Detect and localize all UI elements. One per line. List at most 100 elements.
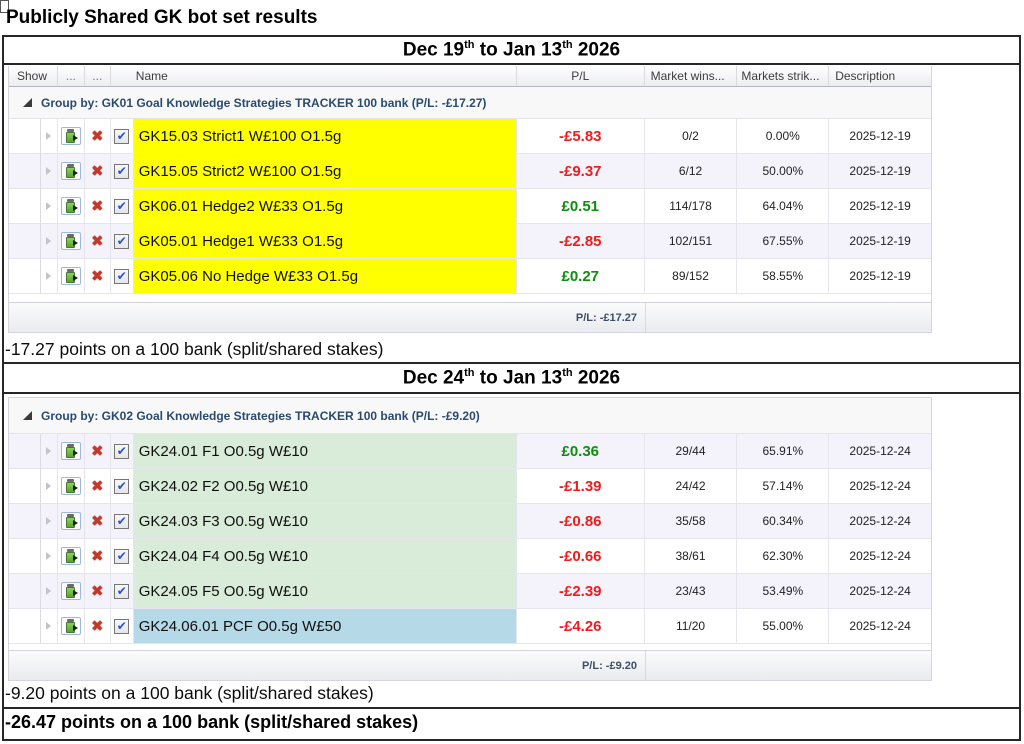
column-header-markets-strike[interactable]: Markets strik... [737,66,830,86]
pl-cell: -£4.26 [516,609,645,644]
row-checkbox[interactable]: ✔ [114,163,130,179]
column-header-market-wins[interactable]: Market wins... [645,66,738,86]
delete-x-icon[interactable]: ✖ [91,582,104,600]
bot-cap [66,129,74,132]
collapse-triangle-icon[interactable] [23,98,32,107]
bot-export-icon[interactable] [60,547,81,565]
group-row[interactable]: Group by: GK02 Goal Knowledge Strategies… [9,398,931,434]
row-checkbox[interactable]: ✔ [114,198,130,214]
row-gutter [9,574,41,609]
group-row[interactable]: Group by: GK01 Goal Knowledge Strategies… [9,87,931,119]
row-expander[interactable] [40,189,58,224]
delete-x-icon[interactable]: ✖ [91,442,104,460]
market-wins: 6/12 [678,164,703,178]
bot-export-icon[interactable] [60,127,81,145]
bot-row: ✖ ✔ GK24.04 F4 O0.5g W£10 -£0.66 38/61 6… [9,539,931,574]
row-name-cell[interactable]: GK06.01 Hedge2 W£33 O1.5g [133,189,517,224]
column-header-pl[interactable]: P/L [517,66,645,86]
expand-arrow-icon [46,517,52,525]
delete-x-icon[interactable]: ✖ [91,232,104,250]
bot-export-icon[interactable] [60,617,81,635]
row-checkbox[interactable]: ✔ [114,268,130,284]
expand-arrow-icon [46,202,52,210]
row-expander[interactable] [40,259,58,294]
bot-export-icon[interactable] [60,477,81,495]
bot-export-icon[interactable] [60,162,81,180]
delete-x-icon[interactable]: ✖ [91,547,104,565]
bot-export-icon[interactable] [60,197,81,215]
row-expander[interactable] [40,504,58,539]
row-checkbox[interactable]: ✔ [114,583,130,599]
bot-arrow [72,625,78,631]
row-name-cell[interactable]: GK24.01 F1 O0.5g W£10 [133,434,517,469]
row-checkbox[interactable]: ✔ [114,233,130,249]
bot-export-icon[interactable] [60,267,81,285]
row-expander[interactable] [40,154,58,189]
checkbox-cell: ✔ [110,609,134,644]
pl-value: -£2.39 [558,582,602,600]
row-expander[interactable] [40,609,58,644]
row-gutter [9,119,41,154]
description-cell: 2025-12-19 [829,259,931,294]
column-header-name[interactable]: Name [111,66,517,86]
grid2-footer: P/L: -£9.20 [9,650,931,680]
section1-summary: -17.27 points on a 100 bank (split/share… [5,339,384,359]
column-header-description[interactable]: Description [835,69,896,83]
column-header-show[interactable]: Show [9,66,58,86]
row-name-cell[interactable]: GK05.06 No Hedge W£33 O1.5g [133,259,517,294]
bot-action-cell [57,259,85,294]
row-checkbox[interactable]: ✔ [114,478,130,494]
bot-arrow [72,485,78,491]
bot-arrow [72,450,78,456]
delete-x-icon[interactable]: ✖ [91,127,104,145]
strike-rate-cell: 53.49% [737,574,830,609]
row-checkbox[interactable]: ✔ [114,618,130,634]
row-name-cell[interactable]: GK24.02 F2 O0.5g W£10 [133,469,517,504]
bot-export-icon[interactable] [60,442,81,460]
pl-cell: -£0.86 [516,504,645,539]
bot-action-cell [57,504,85,539]
bot-export-icon[interactable] [60,582,81,600]
row-name-cell[interactable]: GK15.05 Strict2 W£100 O1.5g [133,154,517,189]
row-checkbox[interactable]: ✔ [114,128,130,144]
row-expander[interactable] [40,539,58,574]
row-name-cell[interactable]: GK24.03 F3 O0.5g W£10 [133,504,517,539]
market-wins-cell: 24/42 [644,469,738,504]
delete-x-icon[interactable]: ✖ [91,512,104,530]
column-header-dots1[interactable]: ... [58,66,85,86]
row-name-cell[interactable]: GK15.03 Strict1 W£100 O1.5g [133,119,517,154]
strike-rate-cell: 0.00% [737,119,830,154]
row-expander[interactable] [40,224,58,259]
row-name-cell[interactable]: GK24.04 F4 O0.5g W£10 [133,539,517,574]
delete-x-icon[interactable]: ✖ [91,617,104,635]
delete-x-icon[interactable]: ✖ [91,477,104,495]
row-name-cell[interactable]: GK24.05 F5 O0.5g W£10 [133,574,517,609]
row-expander[interactable] [40,574,58,609]
column-header-dots2[interactable]: ... [85,66,111,86]
row-checkbox[interactable]: ✔ [114,513,130,529]
delete-cell: ✖ [84,154,111,189]
bot-export-icon[interactable] [60,512,81,530]
row-name-cell[interactable]: GK24.06.01 PCF O0.5g W£50 [133,609,517,644]
bot-arrow [72,135,78,141]
row-expander[interactable] [40,469,58,504]
bot-name: GK24.04 F4 O0.5g W£10 [138,547,308,565]
section2-date-heading: Dec 24th to Jan 13th 2026 [2,365,1021,392]
delete-x-icon[interactable]: ✖ [91,197,104,215]
row-expander[interactable] [40,119,58,154]
row-checkbox[interactable]: ✔ [114,548,130,564]
row-expander[interactable] [40,434,58,469]
market-wins: 38/61 [675,549,706,563]
row-name-cell[interactable]: GK05.01 Hedge1 W£33 O1.5g [133,224,517,259]
collapse-triangle-icon[interactable] [23,411,32,420]
divider [2,707,1021,709]
bot-name: GK24.02 F2 O0.5g W£10 [138,477,308,495]
row-checkbox[interactable]: ✔ [114,443,130,459]
delete-x-icon[interactable]: ✖ [91,267,104,285]
bot-action-cell [57,224,85,259]
delete-x-icon[interactable]: ✖ [91,162,104,180]
market-wins-cell: 114/178 [644,189,738,224]
bot-export-icon[interactable] [60,232,81,250]
bot-arrow [72,590,78,596]
